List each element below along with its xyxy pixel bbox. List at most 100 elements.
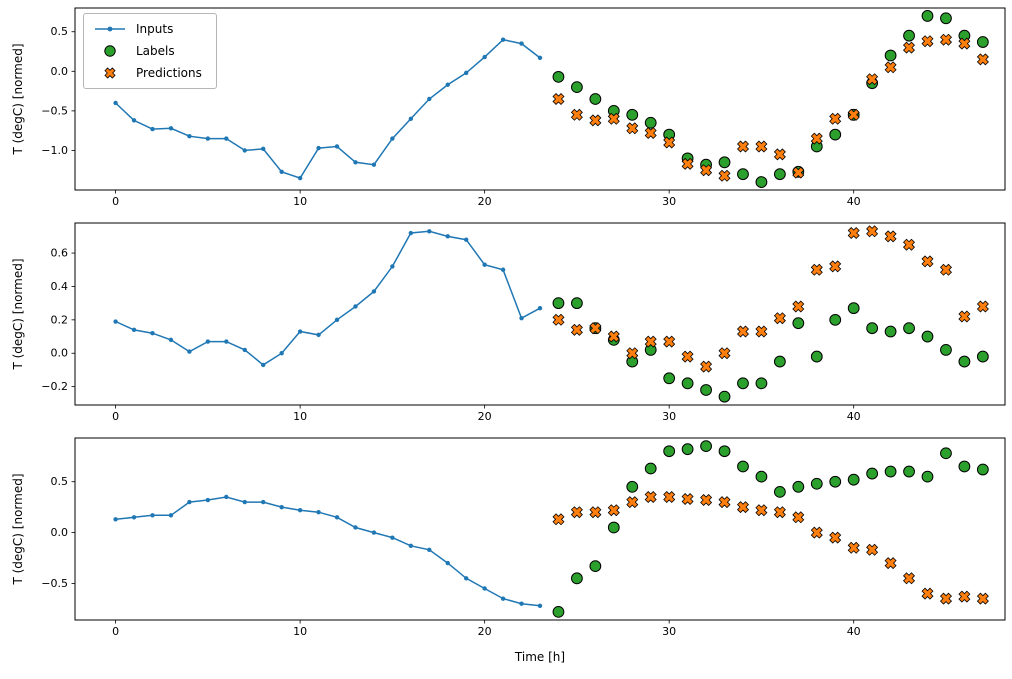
labels-point xyxy=(571,572,583,585)
inputs-point xyxy=(279,351,284,356)
labels-point xyxy=(792,317,805,330)
labels-point xyxy=(644,462,657,475)
inputs-point xyxy=(316,332,321,338)
predictions-point xyxy=(607,112,620,125)
predictions-x-icon xyxy=(104,67,116,79)
predictions-point xyxy=(773,148,786,161)
predictions-point xyxy=(570,506,583,519)
predictions-point xyxy=(810,132,823,145)
labels-point xyxy=(810,477,823,490)
labels-point xyxy=(958,355,971,368)
predictions-point xyxy=(902,572,916,585)
x-tick-label: 0 xyxy=(112,625,119,638)
predictions-point xyxy=(718,347,731,360)
inputs-line xyxy=(115,496,541,607)
predictions-point xyxy=(921,587,934,600)
labels-point xyxy=(626,108,639,121)
inputs-point xyxy=(463,576,469,581)
labels-point xyxy=(607,521,620,534)
predictions-point xyxy=(607,330,620,343)
inputs-point xyxy=(427,229,432,234)
axes-frame xyxy=(74,437,1006,621)
inputs-point xyxy=(445,82,450,87)
x-tick-label: 40 xyxy=(847,195,861,208)
predictions-point xyxy=(755,325,768,338)
inputs-point xyxy=(390,264,395,269)
inputs-point xyxy=(519,315,524,321)
y-tick-label: 0.6 xyxy=(51,247,69,260)
subplot-3: 0 10 20 30 40 0.5 0.0 −0.5 T (degC) [normed] Time… xyxy=(11,437,1006,664)
inputs-line xyxy=(115,38,541,180)
labels-point xyxy=(810,350,823,363)
labels-point xyxy=(940,12,952,25)
axes-frame xyxy=(74,7,1006,191)
labels-point xyxy=(940,447,952,460)
predictions-point xyxy=(958,590,971,603)
predictions-point xyxy=(552,313,565,326)
inputs-point xyxy=(297,175,303,181)
labels-point xyxy=(718,445,731,458)
predictions-point xyxy=(866,543,879,556)
labels-point xyxy=(700,440,712,453)
predictions-point xyxy=(847,108,860,121)
inputs-point xyxy=(113,100,118,106)
predictions-point xyxy=(607,504,620,517)
x-tick-label: 10 xyxy=(293,625,307,638)
labels-point xyxy=(773,355,786,368)
predictions-point xyxy=(902,238,916,251)
predictions-point xyxy=(792,300,805,313)
predictions-point xyxy=(736,140,750,153)
x-tick-label: 10 xyxy=(293,195,307,208)
inputs-point xyxy=(408,543,414,548)
labels-point xyxy=(884,465,897,478)
labels-point xyxy=(644,116,657,129)
y-tick-label: 0.0 xyxy=(51,526,69,539)
labels-point xyxy=(571,81,583,94)
labels-point xyxy=(903,29,915,42)
x-tick-label: 30 xyxy=(662,410,676,423)
predictions-point xyxy=(755,140,768,153)
inputs-point xyxy=(113,319,118,324)
inputs-point xyxy=(445,234,450,239)
x-tick-label: 20 xyxy=(478,625,492,638)
labels-point xyxy=(792,480,805,493)
predictions-point xyxy=(700,493,713,507)
x-tick-label: 40 xyxy=(847,625,861,638)
y-tick-label: 0.0 xyxy=(51,347,69,360)
inputs-point xyxy=(408,116,414,121)
predictions-point xyxy=(810,526,823,539)
y-tick-label: 0.2 xyxy=(51,313,69,326)
inputs-point xyxy=(131,515,137,520)
y-tick-label: −1.0 xyxy=(41,144,68,157)
labels-point xyxy=(976,463,989,476)
predictions-point xyxy=(866,73,879,86)
inputs-point xyxy=(390,136,395,141)
labels-point xyxy=(773,485,786,498)
inputs-point xyxy=(500,267,506,272)
predictions-point xyxy=(792,511,805,524)
predictions-point xyxy=(681,157,694,170)
inputs-point xyxy=(427,547,432,553)
predictions-point xyxy=(681,350,694,363)
labels-point xyxy=(829,313,842,326)
inputs-point xyxy=(519,41,524,46)
x-tick-label: 30 xyxy=(662,625,676,638)
y-axis-label: T (degC) [normed] xyxy=(11,258,25,370)
x-tick-label: 0 xyxy=(112,410,119,423)
predictions-point xyxy=(552,92,565,106)
predictions-point xyxy=(773,506,786,519)
labels-point xyxy=(755,470,768,483)
labels-point xyxy=(940,343,952,356)
predictions-point xyxy=(976,53,989,66)
subplot-1: 0 10 20 30 40 0.5 0.0 −0.5 −1.0 T (degC) [normed] xyxy=(11,7,1006,208)
predictions-point xyxy=(884,557,897,570)
predictions-point xyxy=(829,260,842,273)
inputs-point xyxy=(537,603,543,608)
inputs-line-dot-icon xyxy=(95,26,125,32)
inputs-point xyxy=(224,494,229,500)
labels-point xyxy=(921,470,934,483)
inputs-point xyxy=(261,499,266,505)
labels-point xyxy=(829,475,842,488)
